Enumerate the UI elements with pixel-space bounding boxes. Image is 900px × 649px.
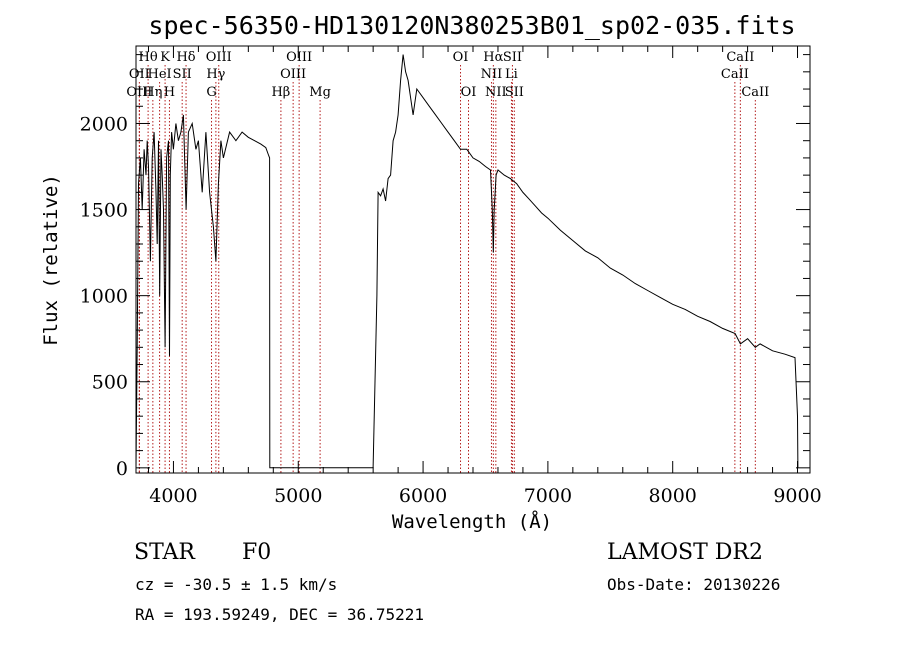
x-tick-label-6000: 6000	[399, 485, 447, 507]
redshift-text: cz = -30.5 ± 1.5 km/s	[135, 575, 337, 594]
line-marker-label-6: Hα	[483, 50, 503, 65]
chart-title: spec-56350-HD130120N380253B01_sp02-035.f…	[148, 11, 795, 40]
line-marker-label-25: SII	[505, 85, 524, 100]
survey-name: LAMOST DR2	[607, 540, 763, 565]
plot-frame	[135, 45, 811, 474]
obs-date-text: Obs-Date: 20130226	[607, 575, 780, 594]
spectrum-line-0	[135, 54, 799, 469]
line-marker-label-5: OI	[453, 50, 469, 65]
line-marker-label-18: Hη	[143, 85, 162, 100]
line-marker-label-16: CaII	[721, 67, 749, 82]
object-class: STAR	[134, 540, 196, 565]
line-marker-label-26: CaII	[741, 85, 769, 100]
y-tick-label-0: 0	[116, 458, 128, 480]
line-marker-label-24: NII	[485, 85, 507, 100]
x-tick-label-5000: 5000	[274, 485, 322, 507]
y-tick-label-2000: 2000	[80, 113, 128, 135]
x-tick-label-4000: 4000	[149, 485, 197, 507]
line-marker-label-14: NII	[481, 67, 503, 82]
y-tick-label-500: 500	[92, 372, 128, 394]
line-marker-label-2: Hδ	[176, 50, 195, 65]
y-axis-ticks: 0 500 1000 1500 2000	[80, 54, 810, 480]
line-marker-label-17: OIII	[126, 85, 152, 100]
x-axis-ticks: 4000 5000 6000 7000 8000 9000	[147, 46, 822, 507]
line-marker-label-22: Mg	[309, 85, 331, 100]
line-marker-label-12: Hγ	[206, 67, 225, 82]
y-axis-label: Flux (relative)	[40, 174, 62, 346]
coords-text: RA = 193.59249, DEC = 36.75221	[135, 605, 424, 624]
x-tick-label-7000: 7000	[524, 485, 572, 507]
line-marker-label-23: OI	[461, 85, 477, 100]
line-marker-label-19: H	[164, 85, 175, 100]
spectral-subclass: F0	[242, 540, 271, 565]
line-marker-label-0: Hθ	[139, 50, 158, 65]
line-marker-label-13: OIII	[280, 67, 306, 82]
line-marker-label-1: K	[160, 50, 170, 65]
line-marker-label-15: Li	[505, 67, 518, 82]
line-marker-label-8: CaII	[726, 50, 754, 65]
line-marker-label-11: SII	[173, 67, 192, 82]
x-axis-label: Wavelength (Å)	[392, 510, 552, 533]
x-tick-label-8000: 8000	[649, 485, 697, 507]
line-marker-label-7: SII	[503, 50, 522, 65]
spectrum-series	[135, 54, 799, 469]
line-marker-label-10: HeI	[148, 67, 172, 82]
x-tick-label-9000: 9000	[773, 485, 821, 507]
line-marker-label-20: G	[206, 85, 216, 100]
line-marker-label-3: OIII	[206, 50, 232, 65]
line-marker-label-9: OII	[129, 67, 150, 82]
line-marker-label-21: Hβ	[271, 85, 290, 100]
y-tick-label-1000: 1000	[80, 286, 128, 308]
line-marker-label-4: OIII	[286, 50, 312, 65]
y-tick-label-1500: 1500	[80, 200, 128, 222]
